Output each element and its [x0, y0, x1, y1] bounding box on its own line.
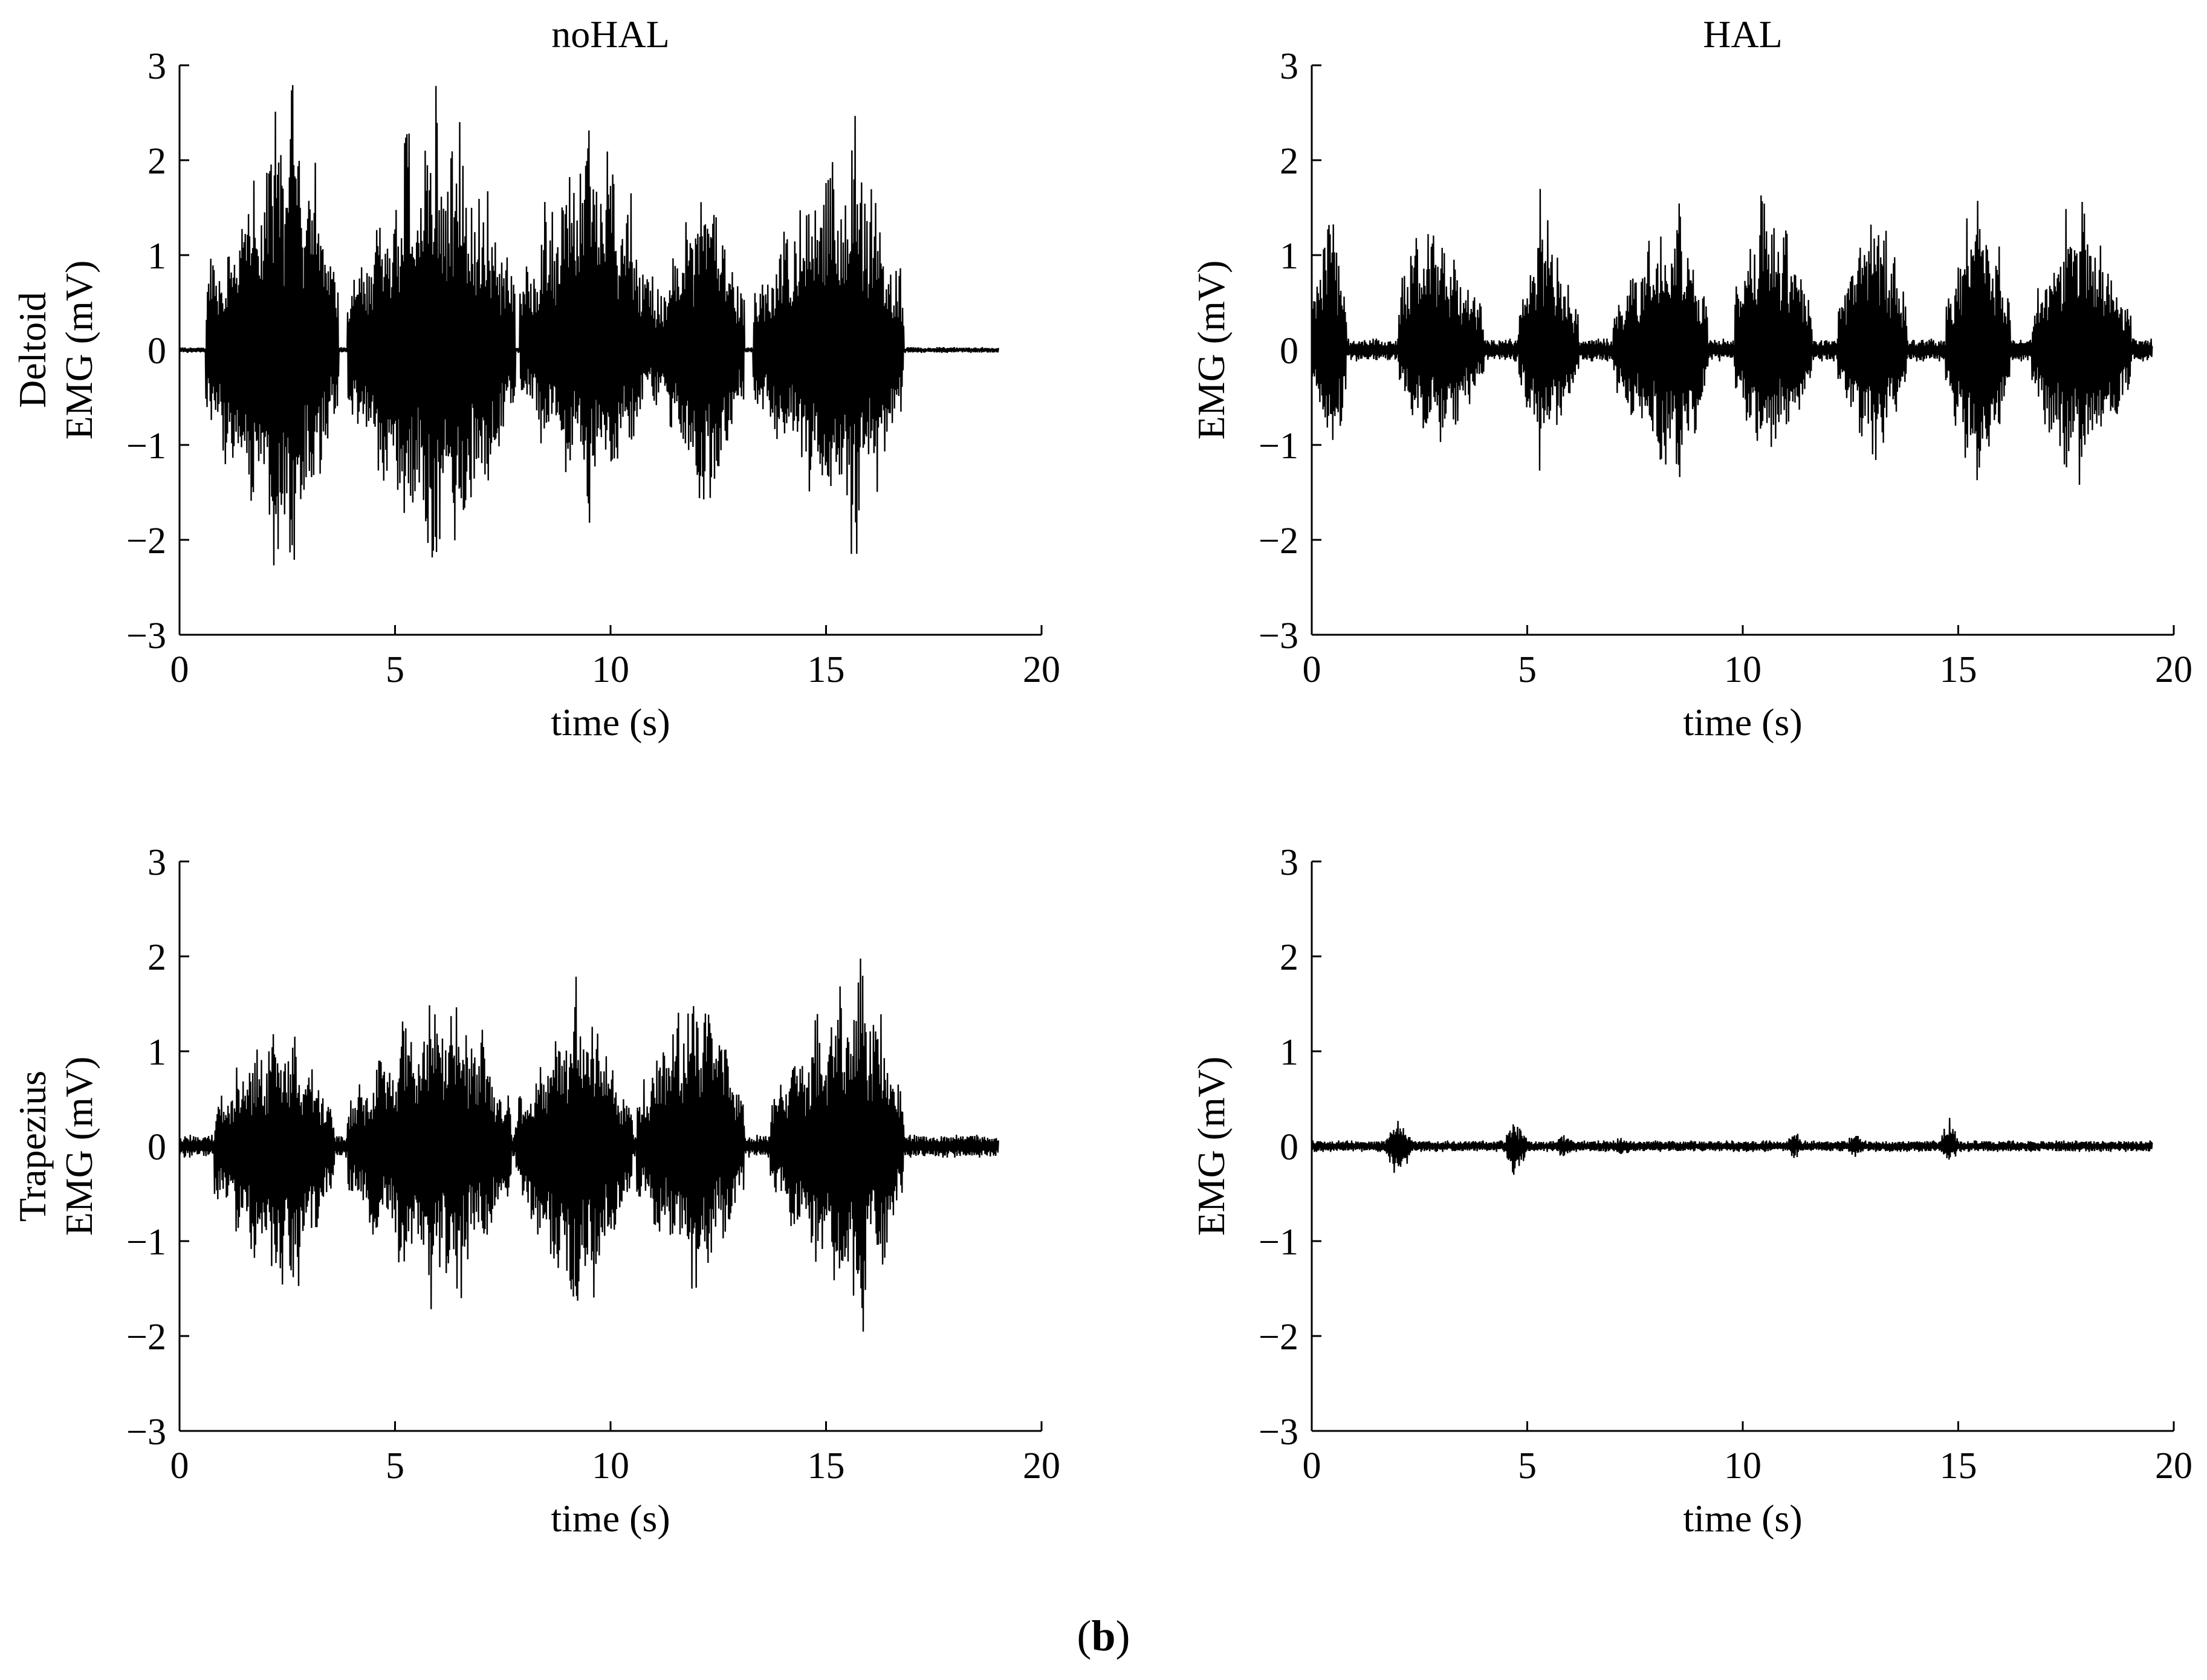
x-tick-label: 10 — [1724, 649, 1761, 690]
x-tick-label: 20 — [2155, 649, 2192, 690]
x-tick-label: 20 — [1023, 1445, 1060, 1487]
x-tick-label: 5 — [386, 649, 404, 690]
x-tick-label: 20 — [1023, 649, 1060, 690]
y-tick-label: 0 — [147, 331, 166, 372]
y-tick-label: −3 — [126, 1412, 166, 1453]
row-label: Trapezius — [11, 1071, 54, 1222]
emg-signal-line — [1311, 189, 2153, 485]
y-axis-label: EMG (mV) — [1190, 261, 1233, 440]
caption-letter: b — [1091, 1612, 1116, 1660]
x-tick-label: 15 — [808, 649, 845, 690]
x-tick-label: 0 — [1303, 1445, 1321, 1487]
panel-bottom-right: −3 −2 −1 0 1 2 3 0 5 10 15 20 time (s) EMG (mV) — [1190, 842, 2192, 1540]
figure-caption: (b) — [0, 1611, 2207, 1661]
y-tick-label: −3 — [1259, 615, 1298, 657]
x-axis-label: time (s) — [551, 701, 670, 744]
y-tick-label: 1 — [1280, 236, 1298, 277]
y-tick-label: 3 — [147, 46, 166, 87]
row-label: Deltoid — [11, 292, 54, 408]
y-tick-label: −1 — [126, 1222, 166, 1263]
panel-title: HAL — [1703, 13, 1783, 56]
emg-signal-line — [178, 85, 999, 566]
panel-bottom-left: −3 −2 −1 0 1 2 3 0 5 10 15 20 time (s) EMG (mV)Trapez… — [11, 842, 1060, 1540]
x-axis-label: time (s) — [1683, 1497, 1802, 1540]
y-tick-label: −3 — [1259, 1412, 1298, 1453]
x-tick-label: 5 — [1518, 1445, 1537, 1487]
y-tick-label: 3 — [147, 842, 166, 883]
y-tick-label: 3 — [1280, 46, 1298, 87]
y-tick-label: 0 — [1280, 1127, 1298, 1168]
x-axis-label: time (s) — [551, 1497, 670, 1540]
y-tick-label: 2 — [1280, 937, 1298, 978]
y-tick-label: 1 — [147, 1032, 166, 1073]
x-tick-label: 15 — [1940, 649, 1977, 690]
x-axis-label: time (s) — [1683, 701, 1802, 744]
y-tick-label: −2 — [1259, 1317, 1298, 1358]
y-tick-label: 2 — [1280, 141, 1298, 182]
y-tick-label: 2 — [147, 141, 166, 182]
y-tick-label: 1 — [147, 236, 166, 277]
x-tick-label: 0 — [1303, 649, 1321, 690]
x-tick-label: 10 — [592, 649, 629, 690]
x-tick-label: 0 — [170, 649, 189, 690]
x-tick-label: 15 — [1940, 1445, 1977, 1487]
y-tick-label: 3 — [1280, 842, 1298, 883]
y-tick-label: −2 — [1259, 521, 1298, 562]
panel-top-left: −3 −2 −1 0 1 2 3 0 5 10 15 20 time (s) EMG (mV)Deltoi… — [11, 13, 1060, 744]
x-tick-label: 5 — [386, 1445, 404, 1487]
panel-top-right: −3 −2 −1 0 1 2 3 0 5 10 15 20 time (s) EMG (mV) HAL — [1190, 13, 2192, 744]
y-tick-label: −1 — [1259, 1222, 1298, 1263]
y-tick-label: 0 — [1280, 331, 1298, 372]
panel-title: noHAL — [551, 13, 670, 56]
caption-close-paren: ) — [1115, 1612, 1130, 1660]
caption-open-paren: ( — [1077, 1612, 1092, 1660]
x-tick-label: 10 — [1724, 1445, 1761, 1487]
y-tick-label: 0 — [147, 1127, 166, 1168]
emg-signal-line — [178, 958, 999, 1332]
y-axis-label: EMG (mV) — [57, 261, 100, 440]
y-tick-label: −2 — [126, 521, 166, 562]
y-tick-label: −2 — [126, 1317, 166, 1358]
x-tick-label: 5 — [1518, 649, 1537, 690]
y-axis-label: EMG (mV) — [57, 1057, 100, 1236]
y-tick-label: −3 — [126, 615, 166, 657]
y-tick-label: 1 — [1280, 1032, 1298, 1073]
y-tick-label: −1 — [126, 426, 166, 467]
x-tick-label: 15 — [808, 1445, 845, 1487]
emg-signal-line — [1311, 1118, 2153, 1175]
x-tick-label: 0 — [170, 1445, 189, 1487]
y-tick-label: −1 — [1259, 426, 1298, 467]
y-axis-label: EMG (mV) — [1190, 1057, 1233, 1236]
x-tick-label: 20 — [2155, 1445, 2192, 1487]
y-tick-label: 2 — [147, 937, 166, 978]
x-tick-label: 10 — [592, 1445, 629, 1487]
